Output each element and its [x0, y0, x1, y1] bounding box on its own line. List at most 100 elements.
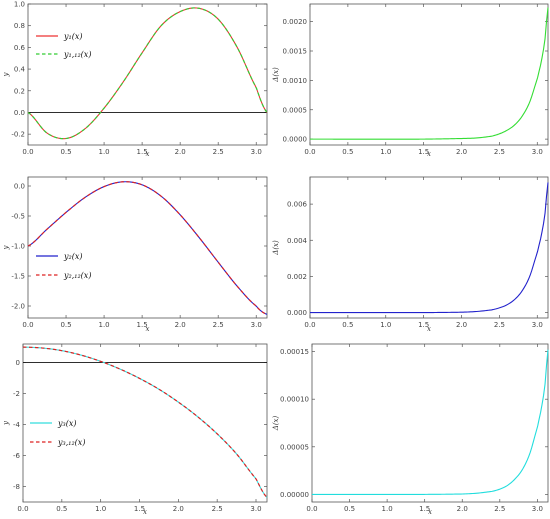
y-tick-label: 0.8	[14, 22, 25, 30]
series-line-1	[310, 182, 549, 314]
x-tick-label: 2.5	[494, 321, 505, 329]
x-tick-label: 0.5	[344, 505, 355, 513]
x-axis-label: x	[427, 150, 431, 158]
x-tick-label: 1.5	[137, 148, 148, 156]
y-axis-label: y	[2, 420, 10, 426]
x-tick-label: 2.0	[173, 505, 184, 513]
x-tick-label: 1.5	[418, 148, 429, 156]
y-tick-label: 1.0	[14, 1, 25, 9]
x-tick-label: 3.0	[532, 148, 543, 156]
plot-frame	[27, 176, 268, 319]
y-tick-label: 0.6	[14, 44, 26, 52]
x-axis-label: x	[146, 325, 150, 333]
y-axis-label: y	[2, 244, 10, 250]
x-axis-label: x	[427, 325, 431, 333]
y-tick-label: -4	[13, 421, 21, 429]
x-tick-label: 3.0	[532, 321, 543, 329]
chart-panel-5: 0.0 0.5 1.0 1.5 2.0 2.5 3.0 -8 -6 -4 -2 0 x y y₃(x) y₃,…	[2, 343, 268, 516]
y-axis-label: Δ(x)	[272, 240, 280, 256]
y-tick-label: 0.000	[287, 309, 307, 317]
x-tick-label: 0.0	[306, 505, 317, 513]
y-tick-label: 0.00000	[280, 491, 309, 499]
legend-label: y₁,₁₂(x)	[63, 50, 91, 59]
y-tick-label: 0.00015	[280, 348, 309, 356]
series-line-1	[27, 181, 268, 315]
y-tick-label: -0.5	[11, 213, 25, 221]
y-tick-label: -6	[13, 452, 21, 460]
x-tick-label: 2.5	[494, 148, 505, 156]
legend-label: y₂(x)	[63, 252, 82, 261]
x-tick-label: 1.5	[134, 505, 145, 513]
x-tick-label: 1.5	[137, 321, 148, 329]
x-tick-label: 0.5	[60, 148, 71, 156]
x-tick-label: 2.5	[213, 148, 224, 156]
y-tick-label: 0.002	[287, 273, 307, 281]
x-tick-label: 2.5	[494, 505, 505, 513]
y-tick-label: 0.0000	[283, 136, 308, 144]
x-tick-label: 0.5	[342, 148, 353, 156]
y-tick-label: 0.0005	[283, 106, 308, 114]
y-tick-label: 0.4	[14, 66, 26, 74]
series-line-2	[27, 7, 268, 140]
x-tick-label: 2.0	[456, 321, 467, 329]
x-tick-label: 2.0	[456, 148, 467, 156]
y-tick-label: 0.0010	[283, 77, 308, 85]
chart-panel-4: 0.0 0.5 1.0 1.5 2.0 2.5 3.0 0.000 0.002 0.004 0.00…	[272, 176, 549, 333]
y-tick-label: 0.0	[14, 109, 25, 117]
x-tick-label: 2.0	[457, 505, 468, 513]
y-tick-label: 0.006	[287, 201, 308, 209]
legend-label: y₃,₁₂(x)	[57, 438, 85, 447]
x-axis-label: x	[428, 508, 432, 516]
plot-frame	[311, 343, 549, 503]
x-tick-label: 3.0	[250, 505, 261, 513]
x-tick-label: 2.5	[213, 321, 224, 329]
x-tick-label: 0.5	[56, 505, 67, 513]
series-line-2	[27, 181, 268, 315]
x-tick-label: 1.0	[382, 505, 393, 513]
chart-panel-2: 0.0 0.5 1.0 1.5 2.0 2.5 3.0 0.0000 0.0005 0.0010 0…	[272, 3, 549, 158]
y-axis-label: Δ(x)	[272, 416, 280, 432]
y-tick-label: 0.0015	[283, 48, 308, 56]
y-tick-label: 0.2	[14, 87, 25, 95]
y-tick-label: 0.00005	[280, 443, 309, 451]
y-tick-label: -2	[13, 390, 20, 398]
chart-panel-6: 0.0 0.5 1.0 1.5 2.0 2.5 3.0 0.00000 0.00005 0.000…	[272, 343, 549, 516]
x-tick-label: 1.0	[95, 505, 106, 513]
x-tick-label: 1.0	[380, 148, 391, 156]
legend-label: y₃(x)	[57, 419, 76, 428]
legend-label: y₁(x)	[63, 32, 82, 41]
x-tick-label: 0.0	[304, 148, 315, 156]
x-tick-label: 3.0	[251, 321, 262, 329]
x-tick-label: 0.0	[304, 321, 315, 329]
y-tick-label: 0.00010	[280, 396, 309, 404]
x-tick-label: 1.0	[99, 148, 110, 156]
x-tick-label: 1.5	[419, 505, 430, 513]
series-line-1	[27, 7, 268, 140]
y-tick-label: -8	[13, 483, 20, 491]
y-axis-label: y	[2, 71, 10, 77]
x-tick-label: 2.5	[212, 505, 223, 513]
x-tick-label: 2.0	[175, 148, 186, 156]
y-tick-label: 0	[16, 359, 20, 367]
x-axis-label: x	[143, 508, 147, 516]
y-tick-label: -1.0	[11, 243, 25, 251]
chart-panel-3: 0.0 0.5 1.0 1.5 2.0 2.5 3.0 -2.0 -1.5 -1.0 -0.5 0.0…	[2, 176, 268, 333]
x-tick-label: 1.5	[418, 321, 429, 329]
x-tick-label: 2.0	[175, 321, 186, 329]
x-tick-label: 0.0	[22, 148, 33, 156]
plot-frame	[22, 343, 268, 503]
y-axis-label: Δ(x)	[272, 67, 280, 83]
chart-panel-1: 0.0 0.5 1.0 1.5 2.0 2.5 3.0 -0.2 0.0 0.2 0.4 0.6 0.8…	[2, 1, 268, 158]
series-line-2	[22, 346, 268, 498]
x-tick-label: 0.5	[60, 321, 71, 329]
x-axis-label: x	[146, 150, 150, 158]
y-tick-label: 0.004	[287, 237, 308, 245]
plot-frame	[309, 176, 549, 319]
x-tick-label: 1.0	[380, 321, 391, 329]
x-tick-label: 0.0	[22, 321, 33, 329]
series-line-1	[312, 349, 549, 495]
plot-frame	[27, 3, 268, 146]
x-tick-label: 0.5	[342, 321, 353, 329]
y-tick-label: -1.5	[11, 273, 25, 281]
